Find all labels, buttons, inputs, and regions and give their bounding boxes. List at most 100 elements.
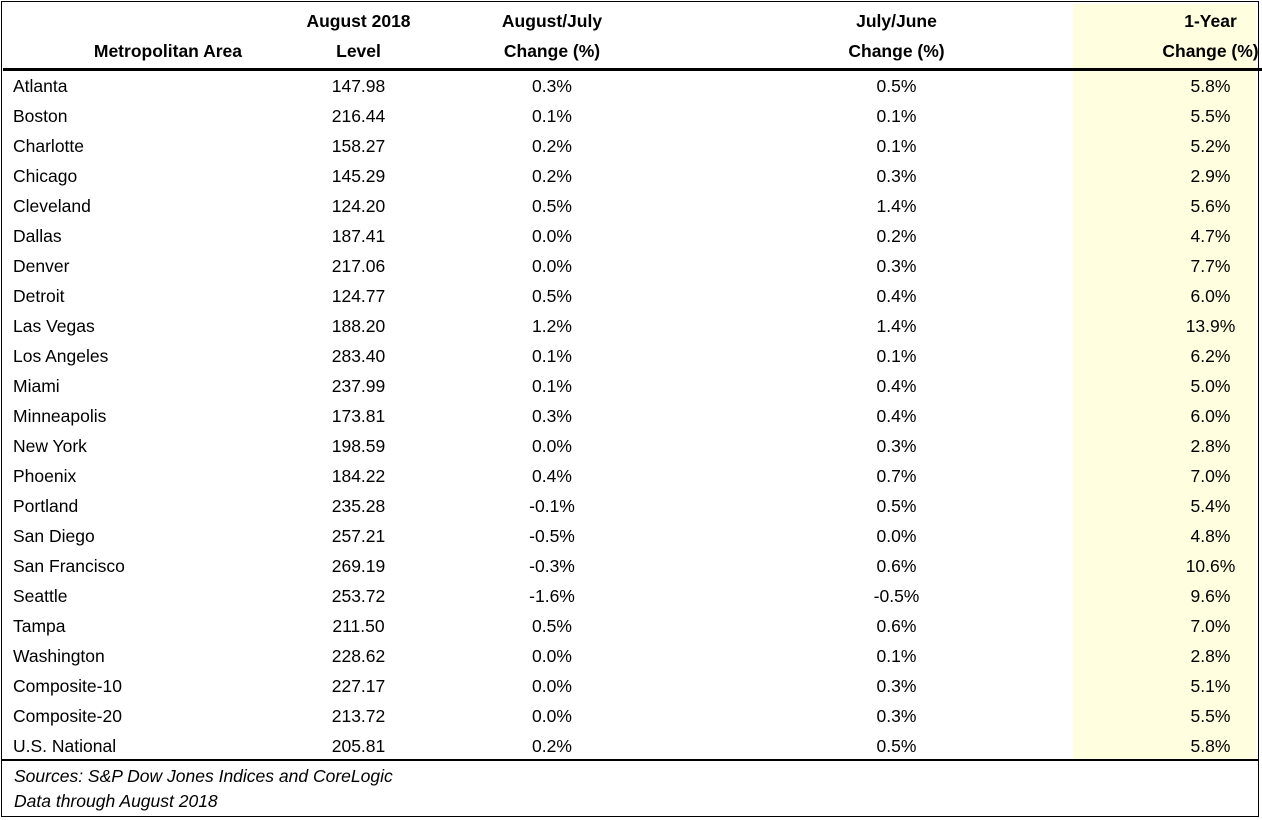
cell-area: Miami xyxy=(13,376,60,396)
header-one-year-change: 1-Year Change (%) xyxy=(1162,11,1259,61)
cell-level: 124.77 xyxy=(331,286,386,306)
cell-area: Minneapolis xyxy=(13,406,107,426)
cell-jul-jun: -0.5% xyxy=(873,586,920,606)
table-row: Cleveland 124.20 0.5% 1.4% 5.6% xyxy=(3,191,1262,221)
cell-one-year: 5.8% xyxy=(1190,736,1231,756)
cell-level: 205.81 xyxy=(331,736,386,756)
cell-jul-jun: 0.4% xyxy=(876,406,917,426)
cell-level: 253.72 xyxy=(331,586,386,606)
table-row: U.S. National 205.81 0.2% 0.5% 5.8% xyxy=(3,731,1262,761)
cell-aug-jul: 0.0% xyxy=(532,256,572,276)
cell-area: Atlanta xyxy=(13,76,68,96)
cell-level: 237.99 xyxy=(331,376,386,396)
header-row: Metropolitan Area August 2018 Level Augu… xyxy=(3,4,1262,70)
cell-jul-jun: 0.3% xyxy=(876,166,917,186)
header-metropolitan-area: Metropolitan Area xyxy=(93,41,242,61)
table-row: Boston 216.44 0.1% 0.1% 5.5% xyxy=(3,101,1262,131)
cell-level: 283.40 xyxy=(331,346,386,366)
cell-one-year: 5.4% xyxy=(1190,496,1231,516)
table-row: Dallas 187.41 0.0% 0.2% 4.7% xyxy=(3,221,1262,251)
cell-area: U.S. National xyxy=(13,736,117,756)
table-row: Portland 235.28 -0.1% 0.5% 5.4% xyxy=(3,491,1262,521)
cell-level: 213.72 xyxy=(331,706,386,726)
cell-aug-jul: 0.5% xyxy=(532,286,572,306)
cell-aug-jul: 0.1% xyxy=(532,376,572,396)
cell-one-year: 7.7% xyxy=(1190,256,1231,276)
cell-aug-jul: 0.1% xyxy=(532,346,572,366)
cell-level: 217.06 xyxy=(331,256,386,276)
cell-one-year: 2.8% xyxy=(1190,646,1231,666)
table-row: Las Vegas 188.20 1.2% 1.4% 13.9% xyxy=(3,311,1262,341)
table-row: San Diego 257.21 -0.5% 0.0% 4.8% xyxy=(3,521,1262,551)
cell-aug-jul: 0.0% xyxy=(532,676,572,696)
table-row: Minneapolis 173.81 0.3% 0.4% 6.0% xyxy=(3,401,1262,431)
cell-area: Boston xyxy=(13,106,68,126)
cell-area: Cleveland xyxy=(13,196,91,216)
cell-aug-jul: 0.2% xyxy=(532,166,572,186)
cell-jul-jun: 0.3% xyxy=(876,256,917,276)
cell-one-year: 9.6% xyxy=(1190,586,1231,606)
cell-jul-jun: 0.3% xyxy=(876,676,917,696)
cell-one-year: 5.5% xyxy=(1190,106,1231,126)
cell-level: 216.44 xyxy=(331,106,386,126)
cell-area: San Francisco xyxy=(13,556,125,576)
cell-level: 235.28 xyxy=(331,496,386,516)
cell-area: Denver xyxy=(13,256,70,276)
table-row: Charlotte 158.27 0.2% 0.1% 5.2% xyxy=(3,131,1262,161)
table-row: Phoenix 184.22 0.4% 0.7% 7.0% xyxy=(3,461,1262,491)
table-row: Detroit 124.77 0.5% 0.4% 6.0% xyxy=(3,281,1262,311)
cell-one-year: 5.5% xyxy=(1190,706,1231,726)
cell-level: 228.62 xyxy=(331,646,386,666)
cell-aug-jul: 0.1% xyxy=(532,106,572,126)
cell-area: Composite-20 xyxy=(13,706,122,726)
cell-jul-jun: 0.3% xyxy=(876,706,917,726)
table-row: Composite-10 227.17 0.0% 0.3% 5.1% xyxy=(3,671,1262,701)
cell-area: Composite-10 xyxy=(13,676,122,696)
cell-level: 147.98 xyxy=(331,76,386,96)
cell-one-year: 6.2% xyxy=(1190,346,1231,366)
cell-aug-jul: 0.3% xyxy=(532,76,572,96)
cell-aug-jul: 0.4% xyxy=(532,466,572,486)
cell-jul-jun: 1.4% xyxy=(876,316,917,336)
cell-one-year: 13.9% xyxy=(1185,316,1236,336)
cell-jul-jun: 0.7% xyxy=(876,466,917,486)
cell-aug-jul: 0.0% xyxy=(532,646,572,666)
header-jul-jun-change: July/June Change (%) xyxy=(848,11,945,61)
cell-area: Dallas xyxy=(13,226,62,246)
cell-level: 184.22 xyxy=(331,466,386,486)
footer-divider xyxy=(1,759,1259,761)
table-row: Chicago 145.29 0.2% 0.3% 2.9% xyxy=(3,161,1262,191)
cell-area: Washington xyxy=(13,646,105,666)
cell-one-year: 5.8% xyxy=(1190,76,1231,96)
cell-jul-jun: 0.4% xyxy=(876,286,917,306)
cell-one-year: 2.9% xyxy=(1190,166,1231,186)
cell-area: Chicago xyxy=(13,166,78,186)
home-price-table: Metropolitan Area August 2018 Level Augu… xyxy=(3,4,1262,761)
cell-level: 227.17 xyxy=(331,676,386,696)
cell-level: 124.20 xyxy=(331,196,386,216)
table-row: San Francisco 269.19 -0.3% 0.6% 10.6% xyxy=(3,551,1262,581)
one-year-column-highlight xyxy=(1073,4,1256,760)
table-row: Atlanta 147.98 0.3% 0.5% 5.8% xyxy=(3,70,1262,102)
cell-level: 145.29 xyxy=(331,166,386,186)
cell-one-year: 4.7% xyxy=(1190,226,1231,246)
cell-jul-jun: 0.1% xyxy=(876,646,917,666)
table-row: Tampa 211.50 0.5% 0.6% 7.0% xyxy=(3,611,1262,641)
cell-aug-jul: 0.0% xyxy=(532,226,572,246)
cell-level: 257.21 xyxy=(331,526,386,546)
cell-aug-jul: 0.2% xyxy=(532,736,572,756)
cell-level: 188.20 xyxy=(331,316,386,336)
footer-notes: Sources: S&P Dow Jones Indices and CoreL… xyxy=(14,764,393,814)
cell-area: Phoenix xyxy=(13,466,77,486)
cell-one-year: 5.1% xyxy=(1190,676,1231,696)
footer-data-through: Data through August 2018 xyxy=(14,791,218,811)
cell-area: Las Vegas xyxy=(13,316,95,336)
cell-one-year: 4.8% xyxy=(1190,526,1231,546)
cell-level: 211.50 xyxy=(332,616,385,636)
cell-aug-jul: 0.2% xyxy=(532,136,572,156)
header-level: August 2018 Level xyxy=(306,11,411,61)
footer-sources: Sources: S&P Dow Jones Indices and CoreL… xyxy=(14,766,393,786)
cell-jul-jun: 0.0% xyxy=(876,526,917,546)
cell-one-year: 7.0% xyxy=(1190,466,1231,486)
